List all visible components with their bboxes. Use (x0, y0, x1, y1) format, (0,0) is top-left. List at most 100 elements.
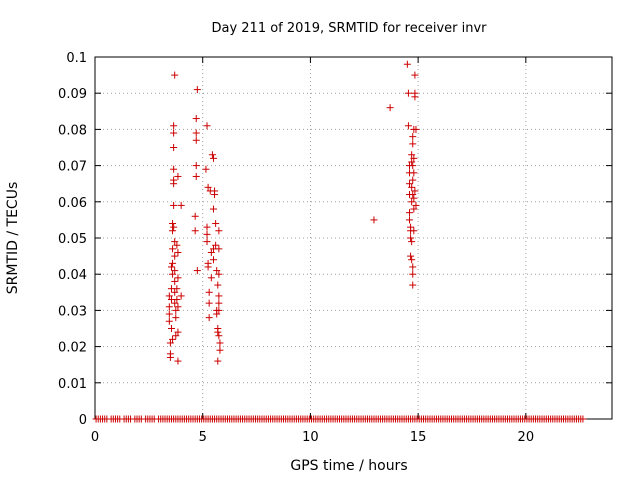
data-point (202, 165, 210, 173)
data-point (171, 267, 179, 275)
y-tick-label: 0.09 (58, 87, 87, 102)
x-tick-label: 10 (302, 430, 319, 445)
data-point (215, 306, 223, 314)
axis-ticks (94, 56, 612, 420)
data-point (205, 299, 213, 307)
plot-frame (94, 56, 613, 420)
data-point (406, 209, 414, 217)
data-point (409, 191, 417, 199)
chart-title: Day 211 of 2019, SRMTID for receiver inv… (211, 21, 487, 36)
data-point (191, 212, 199, 220)
grid (95, 57, 612, 419)
data-point (207, 274, 215, 282)
y-tick-label: 0.07 (58, 160, 87, 175)
data-point (203, 238, 211, 246)
data-point (203, 122, 211, 130)
x-tick-label: 0 (91, 430, 99, 445)
data-point (408, 183, 416, 191)
data-point (192, 115, 200, 123)
data-point (192, 129, 200, 137)
data-point (174, 357, 182, 365)
data-point (410, 154, 418, 162)
data-point (170, 129, 178, 137)
data-point (173, 241, 181, 249)
data-point (193, 267, 201, 275)
data-point (167, 263, 175, 271)
data-point (408, 158, 416, 166)
data-point (411, 187, 419, 195)
data-point (171, 252, 179, 260)
data-point (409, 281, 417, 289)
data-point (166, 353, 174, 361)
data-point (212, 241, 220, 249)
data-point (215, 270, 223, 278)
y-tick-label: 0.02 (58, 341, 87, 356)
data-point (205, 314, 213, 322)
data-point (216, 339, 224, 347)
tick-labels: 0 5 10 15 20 0 0.01 0.02 0.03 0.04 0.05 0.06 0.07 0.0… (58, 51, 534, 445)
data-point (169, 245, 177, 253)
data-point (165, 310, 173, 318)
data-point (216, 346, 224, 354)
data-point (173, 296, 181, 304)
data-point (170, 165, 178, 173)
data-point (170, 201, 178, 209)
data-point (412, 125, 420, 133)
data-point (170, 122, 178, 130)
x-axis-label: GPS time / hours (290, 458, 407, 474)
y-axis-label: SRMTID / TECUs (5, 182, 21, 295)
data-point (407, 252, 415, 260)
data-point (174, 303, 182, 311)
y-tick-label: 0.03 (58, 304, 87, 319)
y-tick-label: 0.1 (66, 51, 87, 66)
data-point (403, 60, 411, 68)
y-tick-label: 0.08 (58, 123, 87, 138)
data-point (191, 227, 199, 235)
data-point (174, 172, 182, 180)
data-point (215, 245, 223, 253)
data-point (192, 172, 200, 180)
data-point (193, 86, 201, 94)
data-point (208, 151, 216, 159)
x-tick-label: 15 (410, 430, 427, 445)
data-point (177, 201, 185, 209)
data-point (173, 285, 181, 293)
data-point (408, 151, 416, 159)
data-point (386, 104, 394, 112)
data-point (167, 325, 175, 332)
data-point (409, 140, 417, 148)
data-point (214, 281, 222, 289)
data-point (174, 328, 182, 336)
data-point (404, 89, 412, 97)
x-tick-label: 20 (518, 430, 535, 445)
y-tick-label: 0.06 (58, 196, 87, 211)
data-point (169, 335, 177, 343)
data-point (209, 205, 217, 213)
data-point (412, 201, 420, 209)
data-point (409, 270, 417, 278)
data-point (170, 223, 178, 231)
data-point (169, 259, 177, 267)
data-point (215, 227, 223, 235)
data-point (174, 248, 182, 256)
data-point (170, 144, 178, 151)
data-point (215, 332, 223, 340)
data-point (212, 220, 220, 228)
data-point (165, 303, 173, 311)
y-tick-label: 0.05 (58, 232, 87, 247)
data-point (215, 292, 223, 300)
data-point (213, 310, 221, 318)
data-point (209, 154, 217, 162)
data-point (203, 223, 211, 231)
data-point (215, 299, 223, 307)
data-point (203, 230, 211, 238)
data-point (171, 238, 179, 246)
data-point (214, 357, 222, 365)
y-tick-label: 0.04 (58, 268, 87, 283)
data-point-zero (579, 415, 587, 423)
data-point (171, 277, 179, 285)
data-point (410, 169, 418, 177)
data-point (411, 93, 419, 101)
data-point (406, 216, 414, 224)
